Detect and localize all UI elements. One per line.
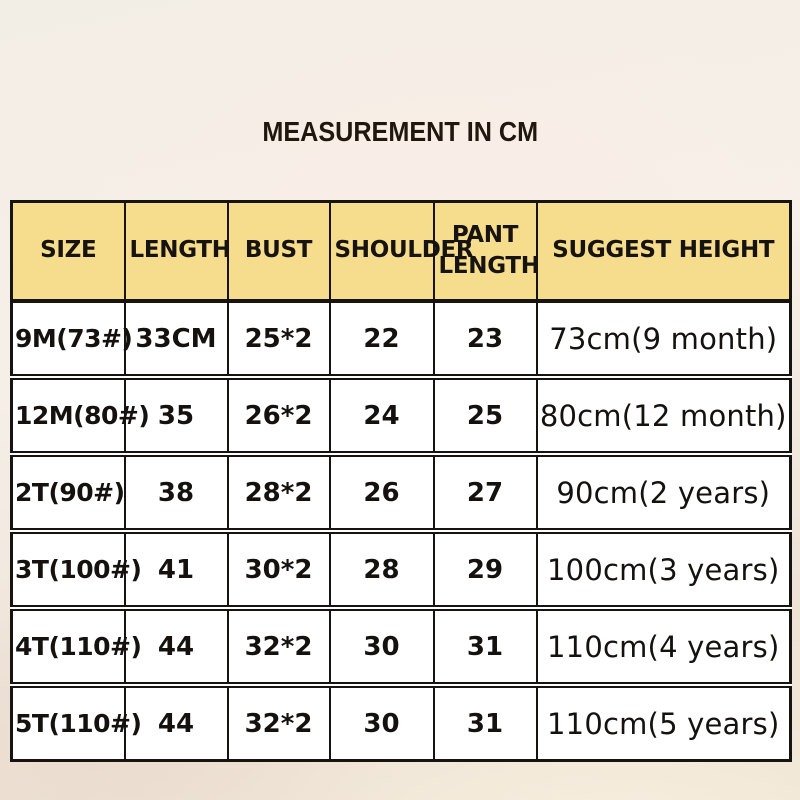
table-row: 9M(73#) 33CM 25*2 22 23 73cm(9 month) (10, 300, 792, 380)
table-row: 3T(100#) 41 30*2 28 29 100cm(3 years) (10, 530, 792, 611)
length-cell: 35 (123, 376, 229, 457)
length-cell: 41 (123, 530, 229, 611)
pant-length-cell: 29 (432, 530, 538, 611)
bust-cell: 25*2 (226, 300, 331, 380)
suggest-height-cell: 110cm(5 years) (535, 684, 792, 762)
table-row: 4T(110#) 44 32*2 30 31 110cm(4 years) (10, 607, 792, 688)
suggest-height-cell: 110cm(4 years) (535, 607, 792, 688)
suggest-height-cell: 90cm(2 years) (535, 453, 792, 534)
shoulder-cell: 28 (328, 530, 435, 611)
size-cell: 12M(80#) (10, 376, 150, 457)
shoulder-cell: 24 (328, 376, 435, 457)
column-header-length: LENGTH (123, 200, 231, 303)
page-title-text: MEASUREMENT IN CM (262, 116, 538, 147)
column-header-suggest-height: SUGGEST HEIGHT (535, 200, 792, 303)
pant-length-cell: 31 (432, 607, 538, 688)
column-header-size: SIZE (10, 200, 126, 303)
length-cell: 38 (123, 453, 229, 534)
size-cell: 3T(100#) (10, 530, 142, 611)
length-cell: 33CM (123, 300, 229, 380)
column-header-bust: BUST (226, 200, 331, 303)
shoulder-cell: 22 (328, 300, 435, 380)
pant-length-cell: 31 (432, 684, 538, 762)
suggest-height-cell: 73cm(9 month) (535, 300, 792, 380)
size-chart-table: SIZE LENGTH BUST SHOULDER PANT LENGTH SU… (10, 200, 792, 762)
shoulder-cell: 30 (328, 607, 435, 688)
length-cell: 44 (123, 607, 229, 688)
pant-length-cell: 27 (432, 453, 538, 534)
header-row: SIZE LENGTH BUST SHOULDER PANT LENGTH SU… (10, 200, 792, 303)
bust-cell: 30*2 (226, 530, 331, 611)
pant-length-cell: 25 (432, 376, 538, 457)
bust-cell: 32*2 (226, 607, 331, 688)
pant-length-cell: 23 (432, 300, 538, 380)
table-row: 2T(90#) 38 28*2 26 27 90cm(2 years) (10, 453, 792, 534)
shoulder-cell: 26 (328, 453, 435, 534)
size-cell: 5T(110#) (10, 684, 142, 762)
length-cell: 44 (123, 684, 229, 762)
table-row: 12M(80#) 35 26*2 24 25 80cm(12 month) (10, 376, 792, 457)
suggest-height-cell: 80cm(12 month) (535, 376, 792, 457)
size-cell: 2T(90#) (10, 453, 126, 534)
size-cell: 4T(110#) (10, 607, 142, 688)
column-header-pant-length: PANT LENGTH (432, 200, 540, 303)
suggest-height-cell: 100cm(3 years) (535, 530, 792, 611)
table-row: 5T(110#) 44 32*2 30 31 110cm(5 years) (10, 684, 792, 762)
size-cell: 9M(73#) (10, 300, 133, 380)
bust-cell: 26*2 (226, 376, 331, 457)
bust-cell: 32*2 (226, 684, 331, 762)
page-title: MEASUREMENT IN CM (0, 116, 800, 148)
column-header-shoulder: SHOULDER (328, 200, 474, 303)
bust-cell: 28*2 (226, 453, 331, 534)
shoulder-cell: 30 (328, 684, 435, 762)
